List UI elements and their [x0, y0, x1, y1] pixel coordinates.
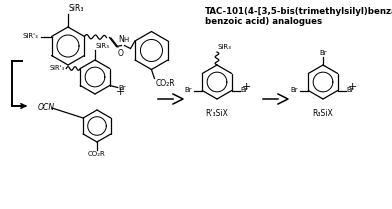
Text: Br: Br	[119, 84, 126, 90]
Text: N: N	[118, 34, 124, 43]
Text: Br: Br	[290, 88, 298, 93]
Text: R'₃SiX: R'₃SiX	[205, 109, 229, 118]
Text: +: +	[115, 87, 125, 97]
Text: Br: Br	[319, 50, 327, 56]
Text: +: +	[241, 82, 251, 92]
Text: CO₂R: CO₂R	[88, 151, 106, 157]
Text: Br: Br	[185, 88, 192, 93]
Text: Br: Br	[347, 88, 354, 93]
Text: SiR₃: SiR₃	[69, 4, 85, 13]
Text: O: O	[118, 48, 123, 57]
Text: Br: Br	[241, 88, 249, 93]
Text: SiR₃: SiR₃	[218, 44, 232, 50]
Text: SiR'₃: SiR'₃	[49, 65, 64, 70]
Text: R₃SiX: R₃SiX	[313, 109, 333, 118]
Text: TAC-101(4-[3,5-bis(trimethylsilyl)benzamido]: TAC-101(4-[3,5-bis(trimethylsilyl)benzam…	[205, 7, 392, 16]
Text: SiR'₃: SiR'₃	[23, 33, 38, 38]
Text: H: H	[124, 37, 129, 43]
Text: +: +	[347, 82, 357, 92]
Text: SiR₃: SiR₃	[96, 43, 110, 49]
Text: benzoic acid) analogues: benzoic acid) analogues	[205, 17, 322, 26]
Text: OCN: OCN	[38, 103, 55, 112]
Text: CO₂R: CO₂R	[156, 79, 175, 88]
